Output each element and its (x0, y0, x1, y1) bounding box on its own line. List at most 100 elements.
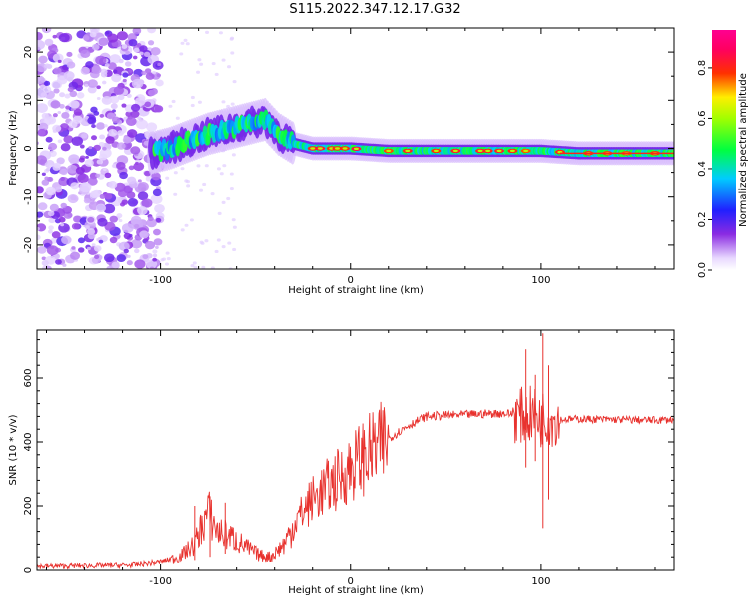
noise-blob (136, 43, 142, 48)
noise-blob (185, 42, 190, 46)
noise-blob (179, 52, 184, 56)
noise-blob (91, 243, 96, 247)
noise-blob (37, 103, 48, 113)
noise-blob (60, 202, 67, 209)
noise-blob (55, 186, 63, 193)
noise-blob (44, 80, 51, 87)
noise-blob (68, 120, 78, 129)
noise-blob (128, 233, 133, 238)
colorbar-tick-label: 0.6 (697, 110, 708, 126)
snr-series (37, 333, 674, 570)
chart-title: S115.2022.347.12.17.G32 (289, 2, 461, 17)
ridge-hotspot (405, 149, 411, 153)
noise-blob (45, 186, 56, 196)
noise-blob (137, 191, 149, 201)
noise-blob (232, 247, 237, 252)
colorbar-ticks: 0.0 0.2 0.4 0.6 0.8 (697, 60, 712, 278)
noise-blob (87, 232, 96, 240)
noise-blob (132, 28, 142, 35)
ridge-hotspot (342, 147, 348, 150)
noise-blob (87, 216, 95, 223)
noise-blob (185, 180, 190, 184)
noise-blob (65, 109, 70, 113)
noise-blob (130, 239, 143, 249)
noise-blob (173, 171, 178, 175)
noise-blob (142, 254, 149, 260)
noise-blob (93, 144, 102, 152)
y-tick-label: 200 (23, 496, 34, 515)
noise-blob (66, 61, 76, 69)
noise-blob (59, 92, 66, 98)
noise-blob (84, 83, 89, 88)
noise-blob (164, 262, 169, 266)
noise-blob (199, 240, 204, 244)
noise-blob (214, 72, 219, 77)
noise-blob (134, 259, 146, 269)
noise-blob (111, 163, 118, 169)
noise-blob (166, 257, 171, 261)
noise-blob (59, 123, 69, 131)
noise-blob (202, 182, 207, 187)
noise-blob (41, 112, 49, 119)
y-tick-label: 20 (23, 46, 34, 59)
noise-blob (141, 198, 153, 208)
ridge-hotspot (485, 149, 491, 153)
noise-blob (230, 102, 235, 106)
ridge-hotspot (334, 147, 340, 150)
noise-blob (119, 171, 128, 180)
noise-blob (109, 95, 120, 104)
noise-blob (147, 216, 154, 222)
noise-blob (57, 139, 63, 144)
ridge-hotspot (452, 149, 458, 153)
noise-blob (145, 72, 155, 80)
noise-blob (130, 103, 141, 112)
noise-blob (197, 58, 202, 62)
noise-blob (62, 263, 67, 267)
noise-blob (91, 43, 100, 51)
noise-blob (186, 184, 191, 188)
ridge-hotspot (496, 149, 502, 153)
noise-blob (52, 164, 61, 171)
noise-blob (96, 122, 106, 130)
noise-blob (221, 200, 226, 204)
ridge-hotspot (523, 149, 529, 153)
noise-blob (68, 154, 80, 164)
noise-blob (121, 43, 128, 49)
noise-blob (122, 72, 129, 78)
y-tick-label: 600 (23, 368, 34, 387)
noise-blob (184, 223, 189, 227)
noise-blob (53, 88, 60, 94)
noise-blob (61, 235, 72, 245)
noise-blob (91, 256, 101, 264)
noise-blob (102, 168, 107, 172)
noise-blob (80, 66, 90, 75)
noise-blob (37, 39, 46, 50)
noise-blob (147, 89, 156, 97)
noise-blob (104, 124, 108, 128)
spectrogram-xlabel: Height of straight line (km) (288, 285, 424, 296)
noise-blob (77, 173, 89, 184)
colorbar-tick-label: 0.4 (697, 161, 708, 177)
noise-blob (137, 206, 148, 215)
noise-blob (171, 99, 176, 104)
noise-blob (111, 73, 122, 83)
noise-blob (66, 51, 73, 58)
noise-blob (98, 141, 105, 147)
noise-blob (136, 119, 148, 130)
noise-blob (48, 225, 54, 231)
noise-blob (85, 61, 94, 69)
noise-blob (96, 96, 101, 101)
noise-blob (216, 238, 221, 242)
noise-blob (141, 187, 147, 192)
noise-blob (162, 257, 167, 261)
noise-blob (37, 186, 44, 194)
ridge-hotspot (477, 149, 483, 153)
noise-blob (93, 245, 102, 252)
noise-blob (87, 116, 97, 125)
snr-panel: -100 0 100 0 200 400 600 Height of straight li… (8, 329, 675, 596)
noise-blob (87, 79, 98, 88)
noise-blob (117, 130, 124, 136)
noise-blob (134, 96, 146, 106)
